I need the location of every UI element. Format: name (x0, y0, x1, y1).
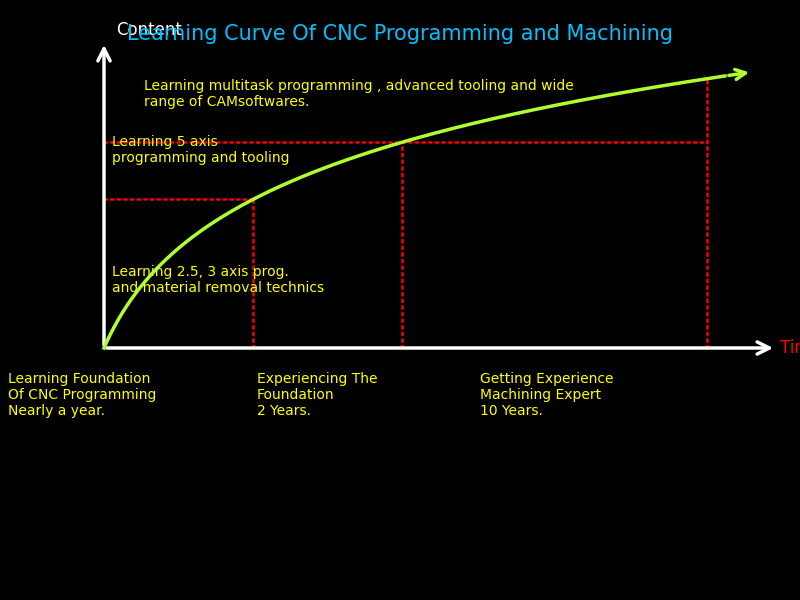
Text: Learning Foundation
Of CNC Programming
Nearly a year.: Learning Foundation Of CNC Programming N… (8, 372, 156, 418)
Text: Experiencing The
Foundation
2 Years.: Experiencing The Foundation 2 Years. (257, 372, 378, 418)
Text: Learning Curve Of CNC Programming and Machining: Learning Curve Of CNC Programming and Ma… (127, 24, 673, 44)
Text: Content: Content (116, 21, 182, 39)
Text: Getting Experience
Machining Expert
10 Years.: Getting Experience Machining Expert 10 Y… (480, 372, 614, 418)
Text: Time: Time (780, 339, 800, 357)
Text: Learning 5 axis
programming and tooling: Learning 5 axis programming and tooling (112, 134, 290, 165)
Text: Learning 2.5, 3 axis prog.
and material removal technics: Learning 2.5, 3 axis prog. and material … (112, 265, 324, 295)
Text: Learning multitask programming , advanced tooling and wide
range of CAMsoftwares: Learning multitask programming , advance… (144, 79, 574, 109)
